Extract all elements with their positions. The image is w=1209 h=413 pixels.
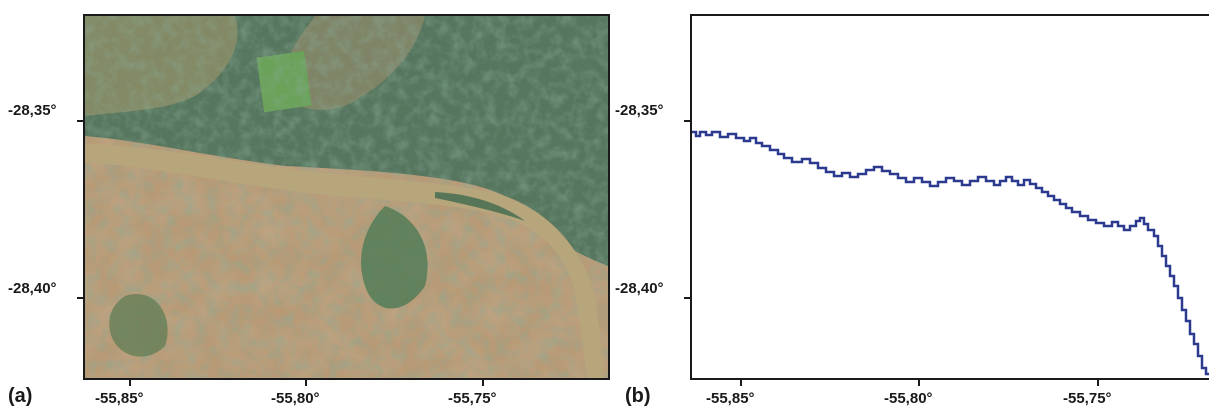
x-tick-label-2: -55,80°	[271, 390, 320, 407]
x-tick-mark-1	[740, 378, 742, 386]
satellite-image-frame	[83, 14, 610, 380]
y-tick-mark-2	[77, 297, 85, 299]
speckle	[85, 16, 608, 378]
panel-b-label: (b)	[625, 385, 651, 407]
south-forest-1	[361, 206, 428, 309]
x-tick-mark-3	[482, 378, 484, 386]
y-tick-mark-1	[684, 120, 692, 122]
y-tick-mark-1	[77, 120, 85, 122]
x-tick-mark-2	[918, 378, 920, 386]
river-island	[435, 192, 525, 221]
river-boundary-line	[692, 130, 1209, 376]
y-tick-label-1: -28,35°	[8, 102, 57, 119]
boundary-plot	[692, 130, 1209, 376]
y-tick-label-1: -28,35°	[615, 102, 664, 119]
south-forest-2	[109, 294, 168, 357]
x-tick-mark-2	[305, 378, 307, 386]
plot-frame	[690, 14, 1209, 380]
x-tick-label-1: -55,85°	[95, 390, 144, 407]
x-tick-mark-1	[129, 378, 131, 386]
satellite-image	[85, 16, 608, 378]
x-tick-label-3: -55,75°	[448, 390, 497, 407]
y-tick-mark-2	[684, 297, 692, 299]
x-tick-label-2: -55,80°	[884, 390, 933, 407]
x-tick-label-3: -55,75°	[1063, 390, 1112, 407]
y-tick-label-2: -28,40°	[8, 280, 57, 297]
x-tick-mark-3	[1097, 378, 1099, 386]
panel-a-label: (a)	[8, 385, 33, 407]
y-tick-label-2: -28,40°	[615, 280, 664, 297]
x-tick-label-1: -55,85°	[706, 390, 755, 407]
